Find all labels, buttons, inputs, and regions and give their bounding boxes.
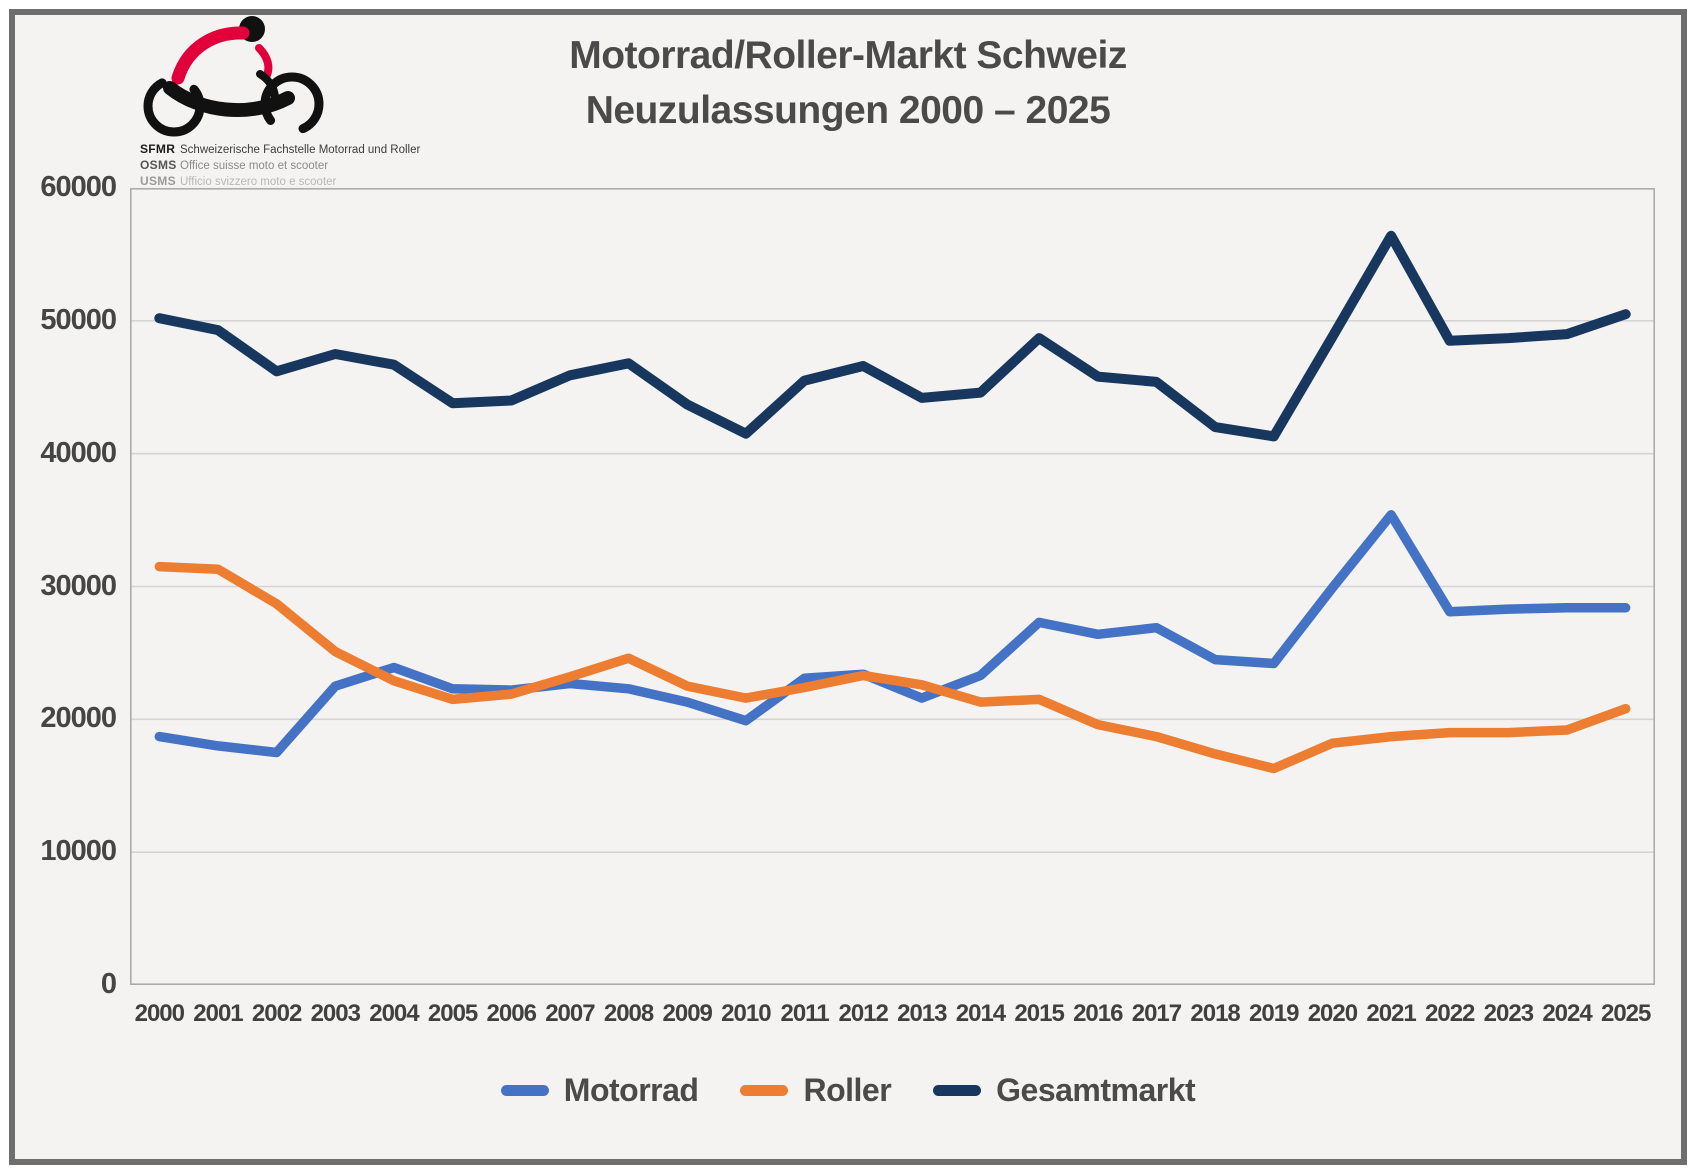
x-axis-label: 2025 xyxy=(1600,1000,1651,1027)
y-axis-label: 10000 xyxy=(40,835,117,868)
y-axis-label: 20000 xyxy=(40,702,117,735)
chart-title-line2: Neuzulassungen 2000 – 2025 xyxy=(585,89,1111,132)
chart-legend: Motorrad Roller Gesamtmarkt xyxy=(0,1072,1696,1109)
x-axis-label: 2021 xyxy=(1366,1000,1416,1027)
logo-description: Office suisse moto et scooter xyxy=(180,160,329,172)
x-axis-label: 2007 xyxy=(545,1000,595,1027)
legend-item-gesamtmarkt: Gesamtmarkt xyxy=(933,1072,1196,1109)
x-axis-label: 2024 xyxy=(1542,1000,1592,1027)
legend-item-motorrad: Motorrad xyxy=(500,1072,699,1109)
x-axis-label: 2004 xyxy=(369,1000,419,1027)
x-axis-label: 2020 xyxy=(1307,1000,1358,1027)
chart-plot-area xyxy=(130,188,1655,985)
legend-label: Motorrad xyxy=(563,1072,699,1108)
legend-label: Roller xyxy=(803,1072,892,1108)
legend-swatch-icon xyxy=(740,1085,789,1096)
y-axis-label: 40000 xyxy=(40,436,117,469)
x-axis-label: 2000 xyxy=(134,1000,185,1027)
legend-swatch-icon xyxy=(500,1085,549,1096)
legend-swatch-icon xyxy=(933,1085,982,1096)
y-axis-label: 0 xyxy=(100,968,117,1000)
motorcycle-logo-icon xyxy=(143,16,324,137)
logo-description: Schweizerische Fachstelle Motorrad und R… xyxy=(180,144,421,156)
chart-title: Motorrad/Roller-Markt Schweiz Neuzulassu… xyxy=(0,28,1696,138)
x-axis-label: 2008 xyxy=(603,1000,654,1027)
x-axis-label: 2001 xyxy=(193,1000,243,1027)
logo-description: Ufficio svizzero moto e scooter xyxy=(180,176,337,188)
y-axis-label: 60000 xyxy=(40,171,117,203)
y-axis-label: 30000 xyxy=(40,569,117,602)
x-axis-label: 2014 xyxy=(955,1000,1006,1027)
x-axis-label: 2018 xyxy=(1190,1000,1240,1027)
x-axis-label: 2003 xyxy=(310,1000,361,1027)
x-axis-label: 2016 xyxy=(1073,1000,1123,1027)
x-axis-label: 2022 xyxy=(1425,1000,1475,1027)
x-axis-label: 2015 xyxy=(1014,1000,1064,1027)
x-axis-label: 2017 xyxy=(1131,1000,1182,1027)
series-line-motorrad xyxy=(154,510,1631,758)
x-axis-label: 2011 xyxy=(780,1000,829,1027)
sfmr-logo: SFMR Schweizerische Fachstelle Motorrad … xyxy=(140,16,470,190)
plot-border xyxy=(130,188,1655,985)
logo-row-usms: USMS Ufficio svizzero moto e scooter xyxy=(140,174,470,190)
series-line-gesamtmarkt xyxy=(154,230,1631,442)
x-axis-label: 2010 xyxy=(721,1000,771,1027)
series-line-roller xyxy=(154,561,1631,774)
x-axis-label: 2009 xyxy=(662,1000,713,1027)
x-axis-label: 2023 xyxy=(1483,1000,1534,1027)
logo-acronym: SFMR xyxy=(140,142,176,156)
x-axis-label: 2013 xyxy=(897,1000,947,1027)
logo-row-osms: OSMS Office suisse moto et scooter xyxy=(140,158,470,174)
legend-item-roller: Roller xyxy=(740,1072,892,1109)
legend-label: Gesamtmarkt xyxy=(996,1072,1196,1108)
y-axis-label: 50000 xyxy=(40,303,117,336)
x-axis-label: 2006 xyxy=(486,1000,537,1027)
x-axis-label: 2019 xyxy=(1249,1000,1299,1027)
x-axis-label: 2005 xyxy=(427,1000,478,1027)
logo-text-block: SFMR Schweizerische Fachstelle Motorrad … xyxy=(140,142,470,190)
chart-title-line1: Motorrad/Roller-Markt Schweiz xyxy=(569,34,1127,77)
logo-row-sfmr: SFMR Schweizerische Fachstelle Motorrad … xyxy=(140,142,470,158)
x-axis-label: 2012 xyxy=(838,1000,888,1027)
x-axis-label: 2002 xyxy=(251,1000,302,1027)
logo-acronym: OSMS xyxy=(140,158,177,172)
logo-acronym: USMS xyxy=(140,174,176,188)
